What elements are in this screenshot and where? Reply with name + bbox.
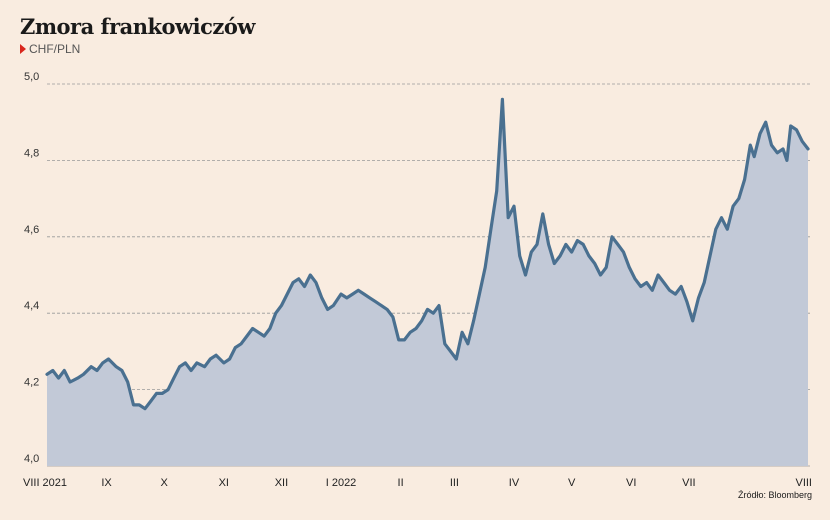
y-tick-label: 4,0	[24, 453, 39, 465]
x-tick-label: IX	[101, 477, 112, 489]
x-axis: VIII 2021 IX X XI XII I 2022 II III IV V VI VII VIII	[23, 477, 812, 489]
x-tick-label: III	[450, 477, 459, 489]
unit-label: CHF/PLN	[20, 42, 80, 56]
line-layer	[45, 97, 810, 411]
y-axis: 4,0 4,2 4,4 4,6 4,8 5,0	[24, 71, 39, 465]
x-tick-label: V	[568, 477, 576, 489]
x-tick-label: VIII 2021	[23, 477, 67, 489]
y-tick-label: 4,2	[24, 377, 39, 389]
series-line	[45, 97, 810, 411]
series-area	[47, 99, 808, 467]
x-tick-label: VIII	[795, 477, 812, 489]
area-layer	[47, 99, 808, 467]
red-triangle-icon	[20, 44, 26, 54]
y-tick-label: 4,8	[24, 147, 39, 159]
x-tick-label: VII	[682, 477, 695, 489]
x-tick-label: II	[398, 477, 404, 489]
x-tick-label: X	[161, 477, 169, 489]
y-tick-label: 4,6	[24, 224, 39, 236]
x-tick-label: I 2022	[326, 477, 357, 489]
x-tick-label: XI	[219, 477, 229, 489]
x-tick-label: VI	[626, 477, 636, 489]
x-tick-label: IV	[509, 477, 520, 489]
chart-title: Zmora frankowiczów	[20, 14, 255, 39]
unit-text: CHF/PLN	[29, 42, 81, 56]
y-tick-label: 4,4	[24, 300, 39, 312]
source-note: Źródło: Bloomberg	[737, 490, 812, 500]
y-tick-label: 5,0	[24, 71, 39, 83]
x-tick-label: XII	[275, 477, 288, 489]
